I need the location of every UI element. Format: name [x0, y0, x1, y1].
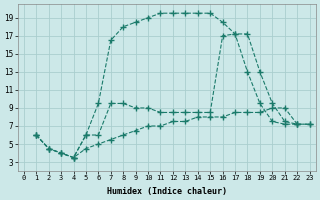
- X-axis label: Humidex (Indice chaleur): Humidex (Indice chaleur): [107, 187, 227, 196]
